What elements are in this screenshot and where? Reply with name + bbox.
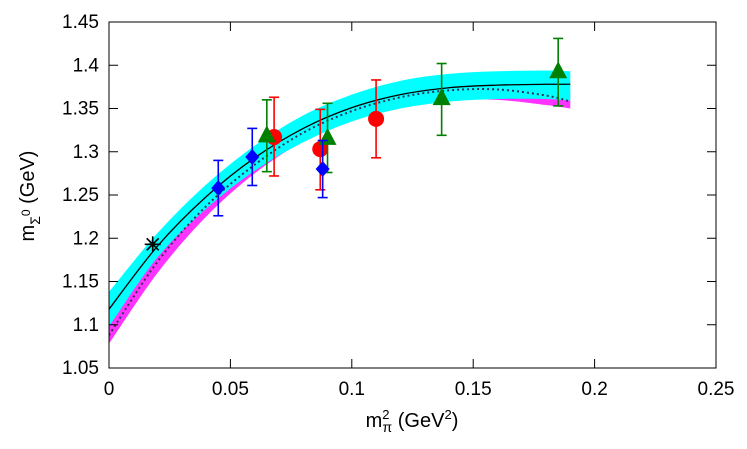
y-tick-label: 1.15 <box>62 272 99 293</box>
y-tick-label: 1.05 <box>62 358 99 379</box>
y-axis-label: mΣ0 (GeV) <box>17 151 43 242</box>
fit-curves <box>109 83 571 336</box>
x-tick-label: 0.25 <box>698 379 735 400</box>
x-tick-label: 0.15 <box>455 379 492 400</box>
data-point-diamond <box>315 161 330 178</box>
data-point-star <box>144 236 161 253</box>
y-tick-label: 1.4 <box>73 55 100 76</box>
error-band-2 <box>109 70 571 327</box>
data-point-circle <box>312 141 329 158</box>
error-bands <box>109 70 571 344</box>
y-tick-label: 1.35 <box>62 99 99 120</box>
data-point-diamond <box>211 180 226 197</box>
data-point-triangle <box>549 61 568 79</box>
y-tick-label: 1.2 <box>73 228 99 249</box>
x-tick-label: 0.1 <box>339 379 365 400</box>
data-point-circle <box>368 110 385 127</box>
y-tick-label: 1.1 <box>73 315 99 336</box>
axis-ticks: 0 0.05 0.1 0.15 0.2 0.25 1.05 1.1 1.15 1.2 1.25 1.3… <box>62 12 734 400</box>
data-point-triangle <box>257 125 276 143</box>
x-axis-label: m2 π (GeV2) <box>366 407 459 435</box>
y-tick-label: 1.3 <box>73 142 99 163</box>
x-tick-label: 0.2 <box>581 379 607 400</box>
data-points <box>144 37 568 253</box>
fit-curve-solid <box>109 83 571 310</box>
star-stroke <box>146 237 160 251</box>
x-tick-label: 0 <box>104 379 115 400</box>
data-point-triangle <box>432 88 451 106</box>
y-tick-label: 1.45 <box>62 12 99 33</box>
y-tick-label: 1.25 <box>62 185 99 206</box>
x-tick-label: 0.05 <box>212 379 249 400</box>
data-point-diamond <box>245 148 260 165</box>
